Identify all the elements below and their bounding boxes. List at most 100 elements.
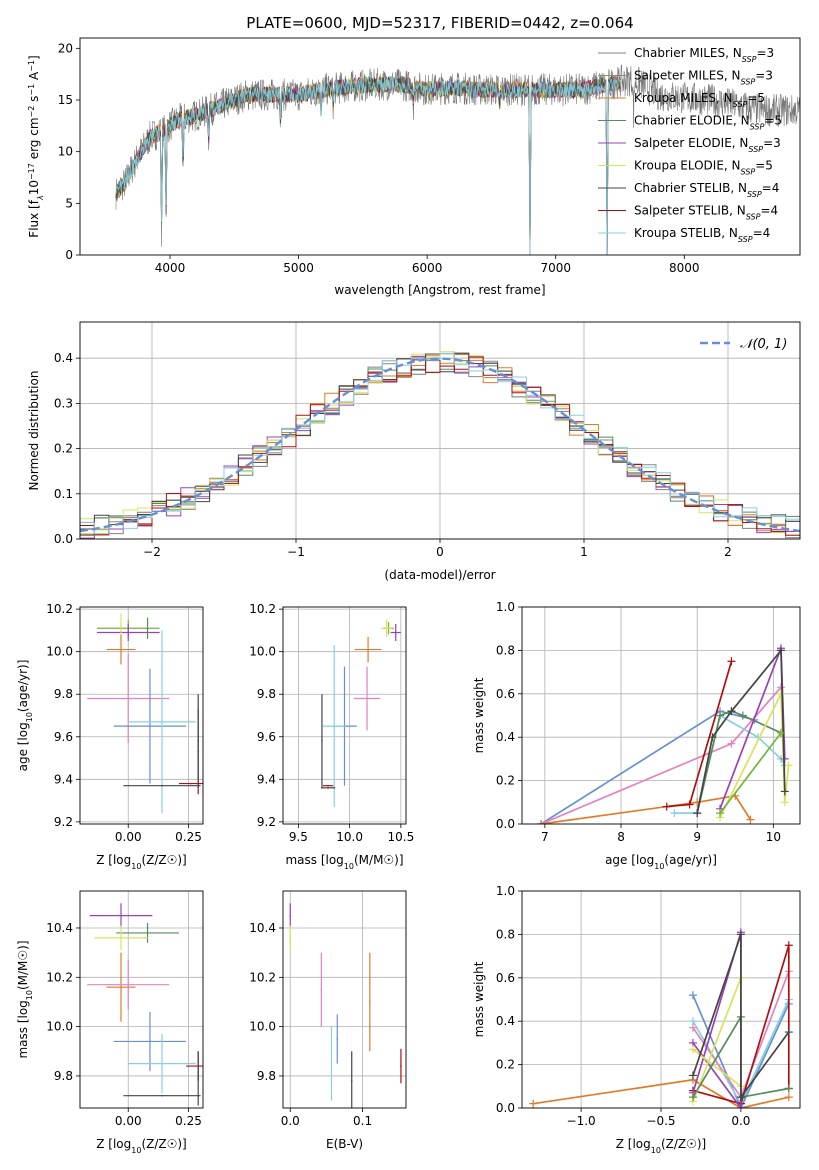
x-tick-label: 0.00: [115, 1114, 142, 1128]
x-tick-label: −0.5: [646, 1114, 675, 1128]
legend-part: =4: [762, 181, 780, 195]
y-tick-label: 0.1: [54, 487, 73, 501]
data-point: [400, 1065, 402, 1067]
weight-line: [692, 945, 790, 1105]
legend-label: Kroupa MILES, NSSP=5: [634, 91, 765, 109]
x-tick-label: 0.00: [115, 830, 142, 844]
y-tick-label: 0.2: [496, 774, 515, 788]
weight-marker: [662, 802, 671, 811]
label-part: 10: [131, 862, 141, 871]
weight-marker: [784, 1028, 793, 1037]
panel-spectrum: 4000 5000 6000 7000 8000 0 5 10 15 20 Chabrier MIL…: [27, 37, 801, 297]
x-tick-label: −2: [143, 545, 161, 559]
y-tick-label: 0.6: [496, 687, 515, 701]
y-tick-label: 0.4: [496, 1014, 515, 1028]
legend-part: SSP: [741, 77, 756, 86]
y-tick-label: 10.2: [46, 602, 73, 616]
weight-line: [540, 794, 752, 824]
y-tick-label: 9.2: [257, 815, 276, 829]
legend-part: =3: [763, 136, 781, 150]
legend-label: Chabrier ELODIE, NSSP=5: [634, 114, 782, 132]
label-part: Z [: [96, 1137, 113, 1151]
weight-marker: [780, 787, 789, 796]
panel-age_vs_mass: 9.5 10.0 10.5 9.2 9.4 9.6 9.8 10.0 10.2 mass [log…: [249, 602, 414, 870]
weight-marker: [746, 815, 755, 824]
label-part: mass [: [285, 853, 325, 867]
y-tick-label: 9.8: [54, 687, 73, 701]
data-point: [333, 725, 336, 727]
x-tick-label: −1.0: [567, 1114, 596, 1128]
axes-frame: [79, 37, 801, 256]
axes-frame: [79, 890, 204, 1109]
y-tick-label: 10.4: [249, 921, 276, 935]
data-point: [321, 740, 323, 742]
y-tick-label: 9.8: [257, 687, 276, 701]
label-part: (age/yr)]: [16, 660, 30, 712]
panel-residuals: −2 −1 0 1 2 0.0 0.1 0.2 0.3 0.4 𝒩(0, 1) (data-model…: [27, 321, 801, 582]
data-point: [190, 782, 192, 785]
weight-marker: [784, 761, 793, 770]
y-tick-label: 15: [58, 93, 73, 107]
y-label-part: −2: [27, 106, 36, 118]
x-tick-label: 0.1: [353, 1114, 372, 1128]
model-spectrum: [115, 74, 621, 255]
data-point: [120, 648, 122, 651]
label-part: log: [326, 853, 344, 867]
histogram-steps: [80, 353, 800, 535]
y-axis-label: Normed distribution: [27, 371, 41, 491]
weight-marker: [537, 820, 546, 824]
legend-part: =4: [760, 204, 778, 218]
y-axis-label: Flux [fλ10−17 erg cm−2 s−1 A−1]: [27, 55, 45, 237]
data-point: [120, 937, 122, 939]
x-axis-label: wavelength [Angstrom, rest frame]: [334, 283, 545, 297]
label-part: (M/M☉)]: [354, 853, 404, 867]
x-tick-label: −1: [287, 545, 305, 559]
plot-area: [289, 903, 402, 1108]
model-spectrum: [115, 73, 621, 255]
data-point: [366, 697, 368, 700]
data-point: [146, 627, 149, 630]
y-tick-label: 9.4: [54, 772, 73, 786]
plot-area: [87, 613, 203, 814]
axes-frame: [521, 890, 801, 1109]
y-axis-label: mass weight: [472, 677, 486, 753]
x-axis-label: Z [log10(Z/Z☉)]: [616, 1137, 707, 1155]
weight-line: [692, 977, 742, 1102]
x-tick-label: 5000: [283, 261, 314, 275]
weight-line: [666, 661, 733, 808]
weight-marker: [784, 941, 793, 950]
label-part: age [: [16, 741, 30, 772]
axes-frame: [79, 321, 801, 540]
data-point: [161, 1062, 163, 1065]
x-tick-label: 10.0: [336, 830, 363, 844]
y-label-part: Flux [f: [27, 199, 41, 237]
x-tick-label: 7: [541, 830, 549, 844]
data-point: [127, 697, 130, 700]
y-tick-label: 0.6: [496, 971, 515, 985]
weight-marker: [685, 800, 694, 809]
data-point: [120, 986, 122, 988]
panel-mass_vs_ebv: 0.0 0.1 9.8 10.0 10.2 10.4 E(B-V): [249, 890, 407, 1151]
weight-marker: [784, 1084, 793, 1093]
label-part: log: [113, 1137, 131, 1151]
legend-part: SSP: [741, 167, 756, 176]
panel-weight_vs_Z: −1.0 −0.5 0.0 0.0 0.2 0.4 0.6 0.8 1.0 Z [log10(Z/…: [472, 884, 801, 1155]
weight-marker: [688, 1071, 697, 1080]
data-point: [127, 983, 130, 986]
legend-part: =4: [753, 226, 771, 240]
y-tick-label: 10.2: [249, 970, 276, 984]
y-tick-label: 9.2: [54, 815, 73, 829]
data-point: [149, 725, 151, 727]
data-point: [350, 1080, 353, 1082]
legend-label: Salpeter MILES, NSSP=3: [634, 69, 773, 87]
label-part: (age/yr)]: [664, 853, 716, 867]
x-tick-label: 0: [436, 545, 444, 559]
weight-marker: [727, 739, 736, 748]
y-tick-label: 0.2: [54, 442, 73, 456]
weight-line: [533, 1078, 789, 1108]
data-point: [120, 625, 122, 627]
legend-part: =3: [756, 46, 774, 60]
y-tick-label: 10.2: [46, 970, 73, 984]
legend-part: =3: [755, 69, 773, 83]
y-label-part: A: [27, 71, 41, 84]
